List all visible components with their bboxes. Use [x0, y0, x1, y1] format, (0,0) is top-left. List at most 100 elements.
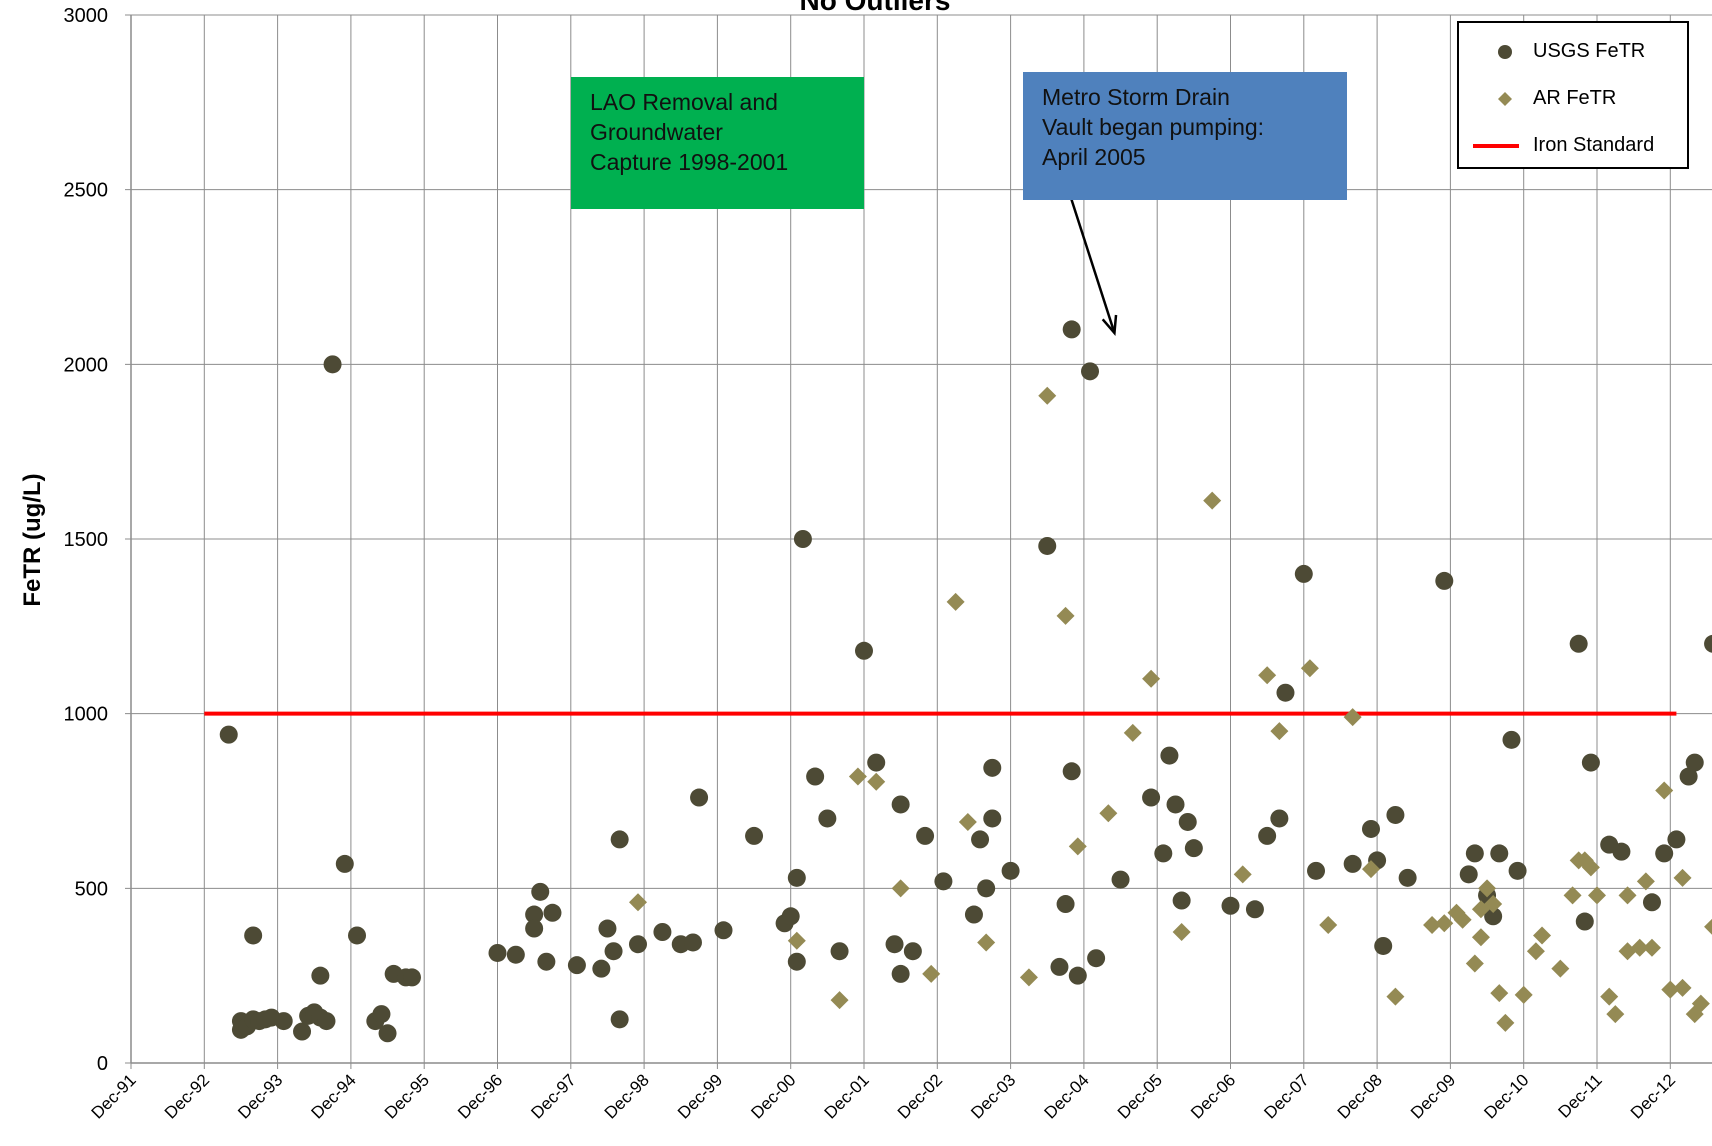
ar-point — [1704, 918, 1712, 935]
x-tick-label: Dec-02 — [894, 1070, 946, 1122]
usgs-point — [244, 926, 263, 945]
usgs-point — [714, 921, 733, 940]
usgs-point — [628, 935, 647, 954]
usgs-point — [934, 872, 953, 891]
usgs-point — [1502, 730, 1521, 749]
ar-point — [1423, 916, 1442, 935]
ar-point — [1484, 895, 1503, 914]
usgs-point — [1679, 767, 1698, 786]
ar-point — [1300, 659, 1319, 678]
usgs-point — [1062, 762, 1081, 781]
legend-item-usgs: USGS FeTR — [1459, 37, 1687, 67]
usgs-point — [1166, 795, 1185, 814]
diamond-marker-icon — [1498, 92, 1512, 106]
x-tick-label: Dec-05 — [1114, 1070, 1166, 1122]
ar-point — [1514, 985, 1533, 1004]
x-tick-label: Dec-95 — [381, 1070, 433, 1122]
y-tick-label: 2500 — [64, 180, 109, 202]
arrow-head — [1101, 314, 1118, 336]
usgs-point — [592, 959, 611, 978]
legend: USGS FeTR AR FeTR Iron Standard — [1457, 21, 1689, 169]
usgs-point — [1184, 839, 1203, 858]
y-axis-ticks: 0 500 1000 1500 2000 2500 3000 — [64, 5, 109, 1075]
ar-point — [1526, 942, 1545, 961]
usgs-point — [1270, 809, 1289, 828]
usgs-point — [531, 882, 550, 901]
usgs-point — [916, 826, 935, 845]
ar-point — [1123, 723, 1142, 742]
usgs-point — [806, 767, 825, 786]
usgs-point — [1307, 861, 1326, 880]
ar-point — [1172, 923, 1191, 941]
usgs-point — [891, 964, 910, 983]
x-tick-label: Dec-94 — [308, 1070, 360, 1122]
ar-point — [1361, 860, 1380, 879]
y-tick-label: 1000 — [64, 704, 109, 726]
ar-point — [867, 772, 886, 791]
usgs-point — [983, 758, 1002, 777]
ar-point — [1533, 926, 1552, 945]
usgs-point — [855, 641, 873, 660]
ar-point — [1600, 987, 1619, 1006]
ar-point — [1319, 916, 1338, 935]
ar-point — [958, 812, 977, 831]
usgs-point — [1435, 571, 1454, 590]
x-tick-label: Dec-04 — [1041, 1070, 1093, 1122]
circle-marker-icon — [1498, 45, 1512, 59]
usgs-point — [1160, 746, 1179, 765]
usgs-point — [506, 945, 525, 964]
usgs-point — [891, 795, 910, 814]
ar-point — [848, 767, 867, 786]
usgs-point — [1484, 907, 1503, 926]
ar-point — [1618, 886, 1637, 905]
usgs-point — [610, 1010, 629, 1029]
usgs-point — [745, 826, 764, 845]
annotation-line: LAO Removal and — [590, 89, 778, 115]
usgs-point — [1490, 844, 1509, 863]
x-tick-label: Dec-07 — [1260, 1070, 1312, 1122]
x-tick-label: Dec-93 — [234, 1070, 286, 1122]
usgs-point — [818, 809, 837, 828]
usgs-point — [690, 788, 709, 807]
usgs-point — [1361, 819, 1380, 838]
x-tick-label: Dec-97 — [527, 1070, 579, 1122]
x-tick-label: Dec-10 — [1480, 1070, 1532, 1122]
usgs-points-layer — [219, 320, 1712, 1043]
ar-point — [1581, 858, 1600, 877]
usgs-point — [1667, 830, 1686, 849]
usgs-point — [274, 1012, 293, 1031]
y-tick-label: 0 — [97, 1053, 108, 1075]
usgs-point — [537, 952, 556, 971]
usgs-point — [543, 903, 562, 922]
legend-label: USGS FeTR — [1533, 40, 1646, 62]
y-tick-label: 3000 — [64, 5, 109, 27]
annotation-line: Vault began pumping: — [1042, 114, 1265, 140]
usgs-point — [1294, 564, 1313, 583]
red-line-icon — [1473, 144, 1519, 148]
legend-item-ar: AR FeTR — [1459, 84, 1687, 114]
ar-point — [787, 931, 806, 950]
usgs-point — [1142, 788, 1161, 807]
ar-point — [1655, 781, 1674, 800]
annotation-lao-removal: LAO Removal and Groundwater Capture 1998… — [571, 77, 864, 209]
usgs-point — [1087, 949, 1106, 968]
usgs-point — [1056, 895, 1075, 914]
x-tick-label: Dec-06 — [1187, 1070, 1239, 1122]
x-tick-label: Dec-00 — [747, 1070, 799, 1122]
gridlines — [125, 14, 1712, 1069]
usgs-point — [402, 968, 421, 987]
usgs-point — [683, 933, 702, 952]
x-tick-label: Dec-11 — [1555, 1070, 1606, 1121]
ar-point — [1068, 837, 1087, 856]
ar-point — [1642, 938, 1661, 957]
x-tick-label: Dec-12 — [1627, 1070, 1679, 1122]
x-tick-label: Dec-08 — [1334, 1070, 1386, 1122]
usgs-point — [793, 530, 812, 548]
usgs-point — [311, 966, 330, 985]
x-tick-label: Dec-01 — [821, 1070, 873, 1122]
usgs-point — [1001, 861, 1020, 880]
usgs-point — [964, 905, 983, 924]
ar-point — [1691, 994, 1710, 1013]
usgs-point — [604, 942, 623, 961]
